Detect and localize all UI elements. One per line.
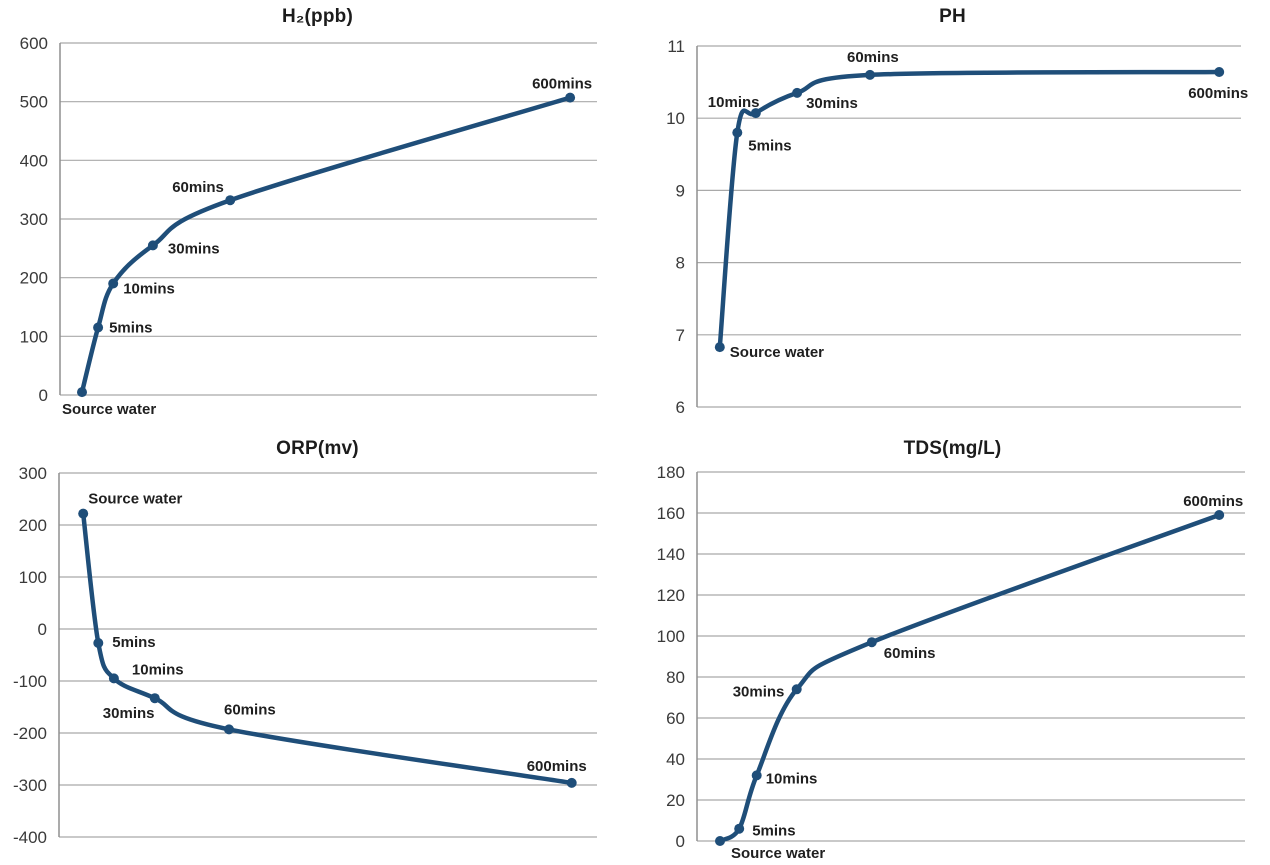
chart-ph: PH 11 10 9 8 7 6 Source water 5mins 10mins 30mins…	[635, 0, 1270, 432]
y-tick-label: 80	[666, 668, 685, 687]
y-tick-label: 140	[657, 545, 685, 564]
chart-title-h2: H₂(ppb)	[281, 6, 354, 27]
point-label: 600mins	[1183, 493, 1243, 510]
data-point-marker	[792, 87, 803, 98]
chart-tds: TDS(mg/L) 180 160 140 120 100 80 60 40 20 0 Source…	[635, 432, 1270, 865]
point-label: Source water	[731, 845, 825, 862]
data-point-marker	[108, 278, 119, 289]
data-point-marker	[78, 508, 89, 519]
chart-title-tds: TDS(mg/L)	[903, 438, 1002, 459]
chart-canvas-tds: 180 160 140 120 100 80 60 40 20 0 Source water 5min…	[657, 463, 1245, 862]
y-tick-label: -200	[13, 724, 47, 743]
y-tick-label: 60	[666, 709, 685, 728]
y-tick-label: 8	[676, 254, 685, 273]
y-tick-label: 100	[657, 627, 685, 646]
y-tick-label: -100	[13, 672, 47, 691]
point-label: 600mins	[1188, 85, 1248, 102]
point-label: 10mins	[708, 94, 760, 111]
y-tick-label: 300	[20, 210, 48, 229]
data-point-marker	[750, 108, 761, 119]
chart-canvas-orp: 300 200 100 0 -100 -200 -300 -400 Source water 5m…	[13, 464, 597, 847]
point-label: Source water	[88, 491, 182, 508]
y-tick-label: 120	[657, 586, 685, 605]
y-tick-label: 100	[20, 327, 48, 346]
chart-title-orp: ORP(mv)	[276, 438, 359, 459]
y-tick-label: 100	[19, 568, 47, 587]
data-point-marker	[565, 92, 576, 103]
y-tick-label: 0	[676, 832, 685, 851]
point-label: 30mins	[168, 240, 220, 257]
series-line	[717, 69, 1222, 350]
point-label: 10mins	[123, 281, 175, 298]
point-label: Source water	[62, 401, 156, 418]
data-point-marker	[791, 684, 802, 695]
point-label: 60mins	[224, 701, 276, 718]
y-tick-label: 0	[38, 620, 47, 639]
data-point-marker	[93, 322, 104, 333]
y-tick-label: 180	[657, 463, 685, 482]
chart-h2: H₂(ppb) 600 500 400 300 200 100 0 Source water 5…	[0, 0, 635, 432]
chart-title-ph: PH	[939, 6, 966, 27]
point-label: Source water	[730, 344, 824, 361]
data-point-marker	[865, 69, 875, 80]
point-label: 5mins	[109, 320, 152, 337]
y-tick-label: 300	[19, 464, 47, 483]
y-tick-label: 160	[657, 504, 685, 523]
y-tick-label: 40	[666, 750, 685, 769]
y-tick-label: 9	[676, 181, 685, 200]
data-point-marker	[1214, 67, 1225, 77]
data-point-marker	[225, 195, 236, 206]
point-label: 60mins	[847, 49, 899, 66]
point-label: 60mins	[884, 645, 936, 662]
point-label: 30mins	[733, 683, 785, 700]
series-line	[717, 512, 1222, 844]
y-tick-label: 20	[666, 791, 685, 810]
y-tick-label: 0	[39, 386, 48, 405]
y-tick-label: 600	[20, 34, 48, 53]
y-tick-label: 400	[20, 151, 48, 170]
point-label: 30mins	[806, 95, 858, 112]
data-point-marker	[732, 127, 743, 138]
data-point-marker	[715, 836, 725, 846]
data-point-marker	[566, 777, 577, 788]
data-point-marker	[147, 240, 158, 251]
point-label: 5mins	[752, 823, 795, 840]
point-label: 600mins	[532, 76, 592, 93]
point-label: 600mins	[527, 758, 587, 775]
data-point-marker	[734, 823, 745, 834]
series-line	[80, 511, 574, 786]
chart-orp: ORP(mv) 300 200 100 0 -100 -200 -300 -400 Source…	[0, 432, 635, 865]
point-label: 30mins	[103, 705, 155, 722]
point-label: 10mins	[132, 661, 184, 678]
data-point-marker	[224, 724, 234, 735]
data-point-marker	[751, 770, 762, 781]
y-tick-label: 500	[20, 93, 48, 112]
chart-canvas-h2: 600 500 400 300 200 100 0 Source water 5mins 10mi…	[20, 34, 597, 418]
point-label: 60mins	[172, 179, 224, 196]
point-label: 10mins	[766, 770, 818, 787]
y-tick-label: -300	[13, 776, 47, 795]
data-point-marker	[149, 693, 160, 704]
y-tick-label: -400	[13, 828, 47, 847]
data-point-marker	[93, 638, 104, 648]
data-point-marker	[1214, 510, 1225, 520]
y-tick-label: 11	[667, 37, 685, 56]
point-label: 5mins	[748, 138, 791, 155]
data-point-marker	[714, 342, 725, 353]
y-tick-label: 6	[676, 398, 685, 417]
chart-canvas-ph: 11 10 9 8 7 6 Source water 5mins 10mins 30mins 60m…	[666, 37, 1248, 417]
y-tick-label: 7	[676, 326, 685, 345]
y-tick-label: 200	[20, 269, 48, 288]
y-tick-label: 10	[666, 109, 685, 128]
data-point-marker	[108, 673, 119, 684]
y-tick-label: 200	[19, 516, 47, 535]
point-label: 5mins	[112, 634, 155, 651]
data-point-marker	[866, 637, 877, 648]
data-point-marker	[77, 387, 87, 398]
